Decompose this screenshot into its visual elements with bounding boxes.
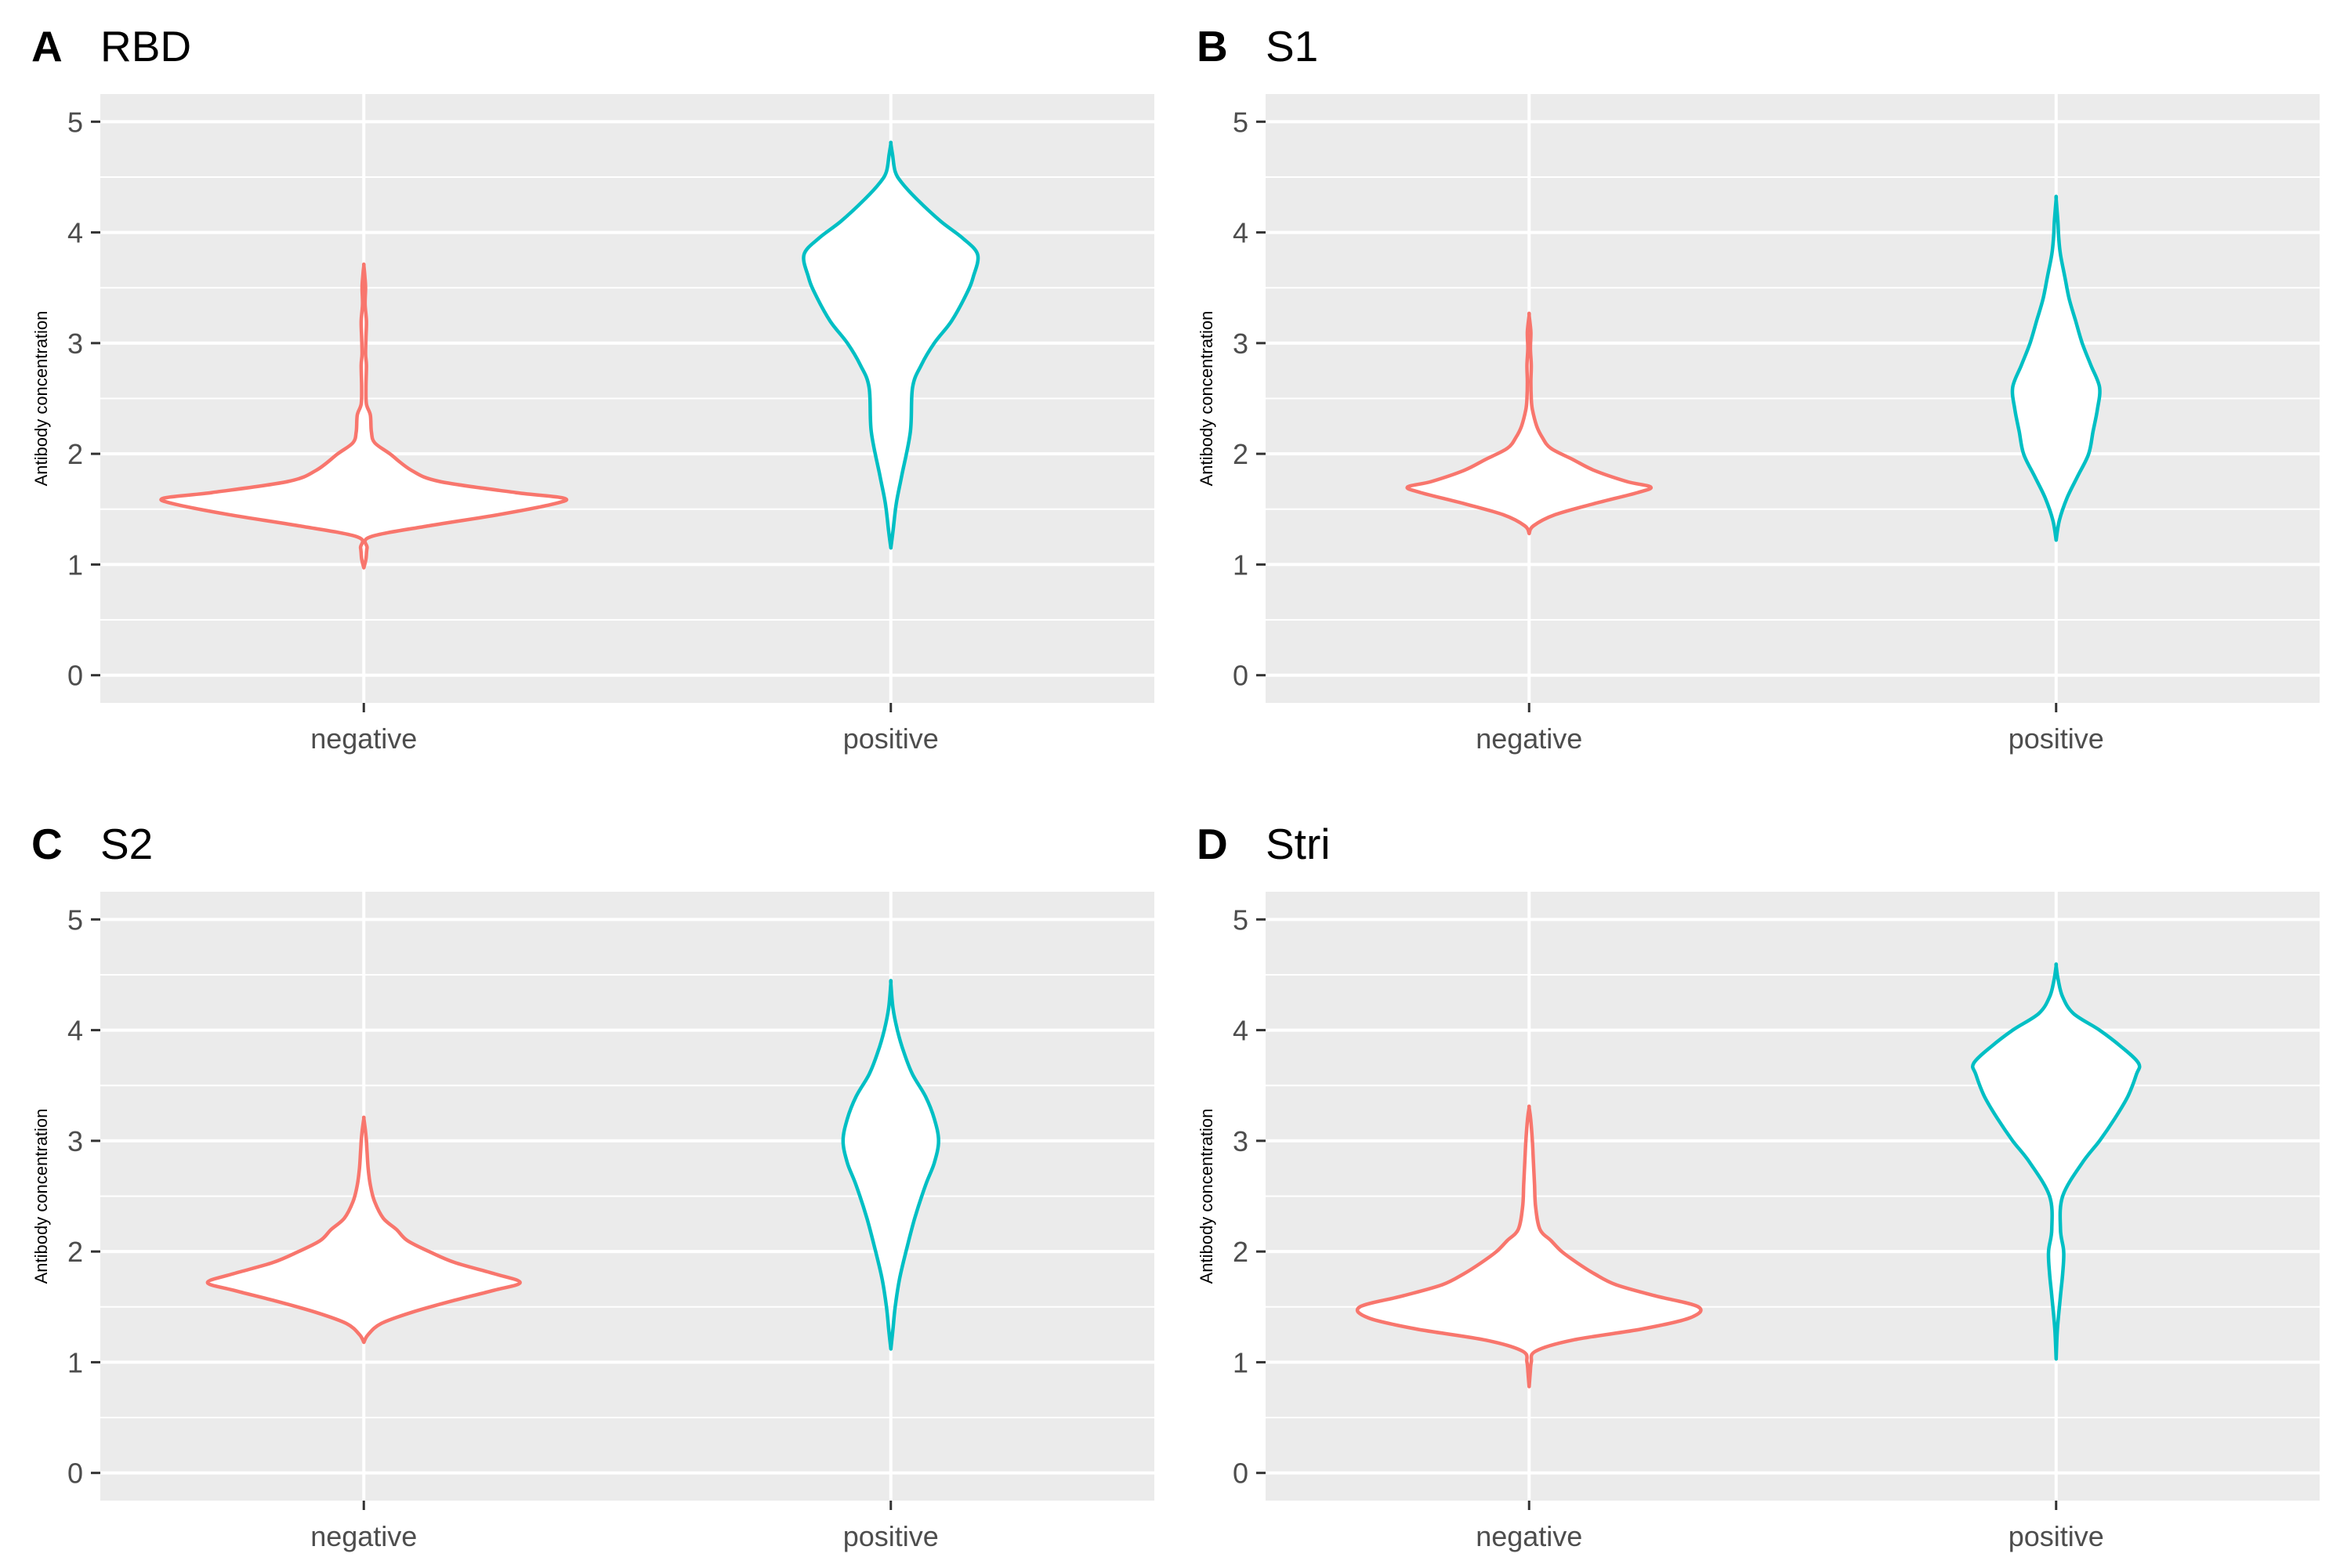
panel-title: RBD (100, 22, 191, 71)
panel-d: D Stri 0 1 2 3 4 5 negative positive Antibody conc… (1197, 820, 2320, 1552)
violin-positive (802, 140, 980, 550)
y-tick-label: 5 (1233, 106, 1248, 138)
violin-negative (159, 262, 569, 570)
panel-b: B S1 0 1 2 3 4 5 negative positive Antibody concen… (1197, 22, 2320, 755)
violin-positive (2010, 194, 2102, 542)
panel-title: S2 (100, 820, 153, 868)
y-axis-title: Antibody concentration (31, 311, 51, 487)
y-tick-label: 5 (1233, 904, 1248, 936)
y-axis-title: Antibody concentration (1197, 311, 1216, 487)
x-tick-label: negative (310, 722, 417, 755)
y-tick-label: 0 (67, 1458, 83, 1490)
violin-positive (1971, 962, 2142, 1361)
y-tick-label: 0 (1233, 660, 1248, 692)
y-tick-label: 2 (1233, 438, 1248, 470)
x-tick-label: negative (1476, 722, 1582, 755)
y-tick-label: 0 (1233, 1458, 1248, 1490)
y-tick-label: 1 (67, 549, 83, 581)
y-tick-label: 3 (67, 1125, 83, 1157)
y-tick-label: 2 (67, 438, 83, 470)
violin-negative (1405, 311, 1654, 536)
y-tick-label: 4 (1233, 1015, 1248, 1047)
panel-c: C S2 0 1 2 3 4 5 negative positive Antibody concen… (31, 820, 1154, 1552)
y-tick-label: 3 (67, 328, 83, 360)
x-tick-label: positive (843, 1520, 939, 1552)
y-tick-label: 1 (1233, 1346, 1248, 1378)
y-tick-label: 4 (67, 217, 83, 249)
y-tick-label: 5 (67, 904, 83, 936)
panel-tag: C (31, 820, 63, 868)
y-tick-label: 4 (67, 1015, 83, 1047)
violin-negative (205, 1115, 522, 1345)
y-axis-title: Antibody concentration (1197, 1109, 1216, 1284)
x-tick-label: positive (2009, 1520, 2104, 1552)
panel-tag: B (1197, 22, 1228, 71)
y-tick-label: 2 (1233, 1236, 1248, 1268)
y-tick-label: 4 (1233, 217, 1248, 249)
y-tick-label: 2 (67, 1236, 83, 1268)
panel-tag: A (31, 22, 63, 71)
y-axis-title: Antibody concentration (31, 1109, 51, 1284)
y-tick-label: 0 (67, 660, 83, 692)
y-tick-label: 3 (1233, 328, 1248, 360)
x-tick-label: positive (843, 722, 939, 755)
x-tick-label: negative (1476, 1520, 1582, 1552)
y-tick-label: 1 (67, 1346, 83, 1378)
panel-tag: D (1197, 820, 1228, 868)
y-tick-label: 3 (1233, 1125, 1248, 1157)
violin-negative (1355, 1104, 1703, 1389)
panel-a: A RBD 0 1 2 3 4 5 negative positive Antibody conce… (31, 22, 1154, 755)
violin-positive (841, 979, 940, 1351)
y-tick-label: 5 (67, 106, 83, 138)
panel-title: S1 (1266, 22, 1318, 71)
panel-title: Stri (1266, 820, 1331, 868)
x-tick-label: positive (2009, 722, 2104, 755)
x-tick-label: negative (310, 1520, 417, 1552)
y-tick-label: 1 (1233, 549, 1248, 581)
